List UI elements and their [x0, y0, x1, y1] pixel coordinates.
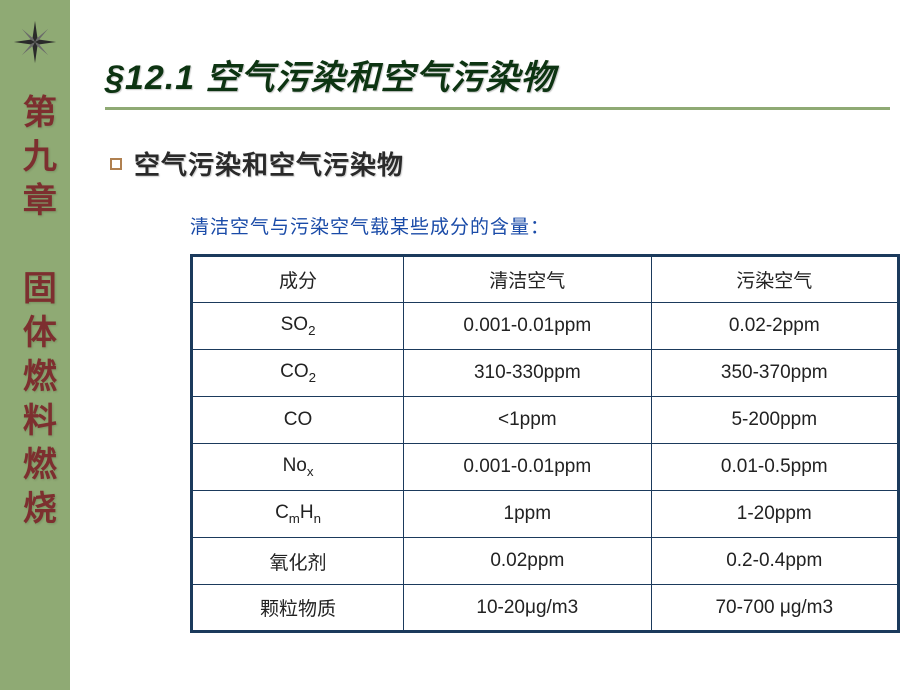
cell-polluted: 1-20ppm: [651, 491, 898, 538]
cell-polluted: 0.02-2ppm: [651, 303, 898, 350]
subheading-row: 空气污染和空气污染物: [110, 145, 890, 182]
table-header-component: 成分: [192, 256, 404, 303]
main-content: §12.1 空气污染和空气污染物 空气污染和空气污染物 清洁空气与污染空气载某些…: [70, 0, 920, 690]
cell-component: 氧化剂: [192, 538, 404, 585]
cell-component: Nox: [192, 444, 404, 491]
sidebar: 第九章 固体燃料燃烧: [0, 0, 70, 690]
cell-component: CmHn: [192, 491, 404, 538]
cell-clean: 0.001-0.01ppm: [404, 444, 651, 491]
cell-polluted: 5-200ppm: [651, 397, 898, 444]
cell-component: SO2: [192, 303, 404, 350]
cell-component: CO: [192, 397, 404, 444]
cell-clean: <1ppm: [404, 397, 651, 444]
section-title: §12.1 空气污染和空气污染物: [105, 50, 890, 110]
cell-clean: 0.02ppm: [404, 538, 651, 585]
cell-polluted: 0.2-0.4ppm: [651, 538, 898, 585]
table-caption: 清洁空气与污染空气载某些成分的含量：: [190, 212, 890, 239]
cell-clean: 1ppm: [404, 491, 651, 538]
chapter-title: 第九章 固体燃料燃烧: [15, 94, 56, 534]
cell-component: 颗粒物质: [192, 585, 404, 632]
cell-polluted: 0.01-0.5ppm: [651, 444, 898, 491]
cell-clean: 0.001-0.01ppm: [404, 303, 651, 350]
square-bullet-icon: [110, 158, 122, 170]
subheading: 空气污染和空气污染物: [134, 145, 404, 182]
table-row: 颗粒物质 10-20μg/m3 70-700 μg/m3: [192, 585, 899, 632]
section-number: §12.1: [105, 59, 206, 97]
table-header-polluted: 污染空气: [651, 256, 898, 303]
table-row: CmHn 1ppm 1-20ppm: [192, 491, 899, 538]
table-body: SO2 0.001-0.01ppm 0.02-2ppm CO2 310-330p…: [192, 303, 899, 632]
table-row: CO2 310-330ppm 350-370ppm: [192, 350, 899, 397]
table-row: 氧化剂 0.02ppm 0.2-0.4ppm: [192, 538, 899, 585]
compass-star-icon: [13, 20, 57, 64]
air-composition-table-container: 成分 清洁空气 污染空气 SO2 0.001-0.01ppm 0.02-2ppm…: [190, 254, 900, 633]
cell-component: CO2: [192, 350, 404, 397]
cell-clean: 310-330ppm: [404, 350, 651, 397]
cell-polluted: 70-700 μg/m3: [651, 585, 898, 632]
table-row: Nox 0.001-0.01ppm 0.01-0.5ppm: [192, 444, 899, 491]
cell-polluted: 350-370ppm: [651, 350, 898, 397]
table-header-clean: 清洁空气: [404, 256, 651, 303]
table-header-row: 成分 清洁空气 污染空气: [192, 256, 899, 303]
table-row: CO <1ppm 5-200ppm: [192, 397, 899, 444]
table-row: SO2 0.001-0.01ppm 0.02-2ppm: [192, 303, 899, 350]
cell-clean: 10-20μg/m3: [404, 585, 651, 632]
air-composition-table: 成分 清洁空气 污染空气 SO2 0.001-0.01ppm 0.02-2ppm…: [190, 254, 900, 633]
section-heading: 空气污染和空气污染物: [206, 59, 556, 97]
